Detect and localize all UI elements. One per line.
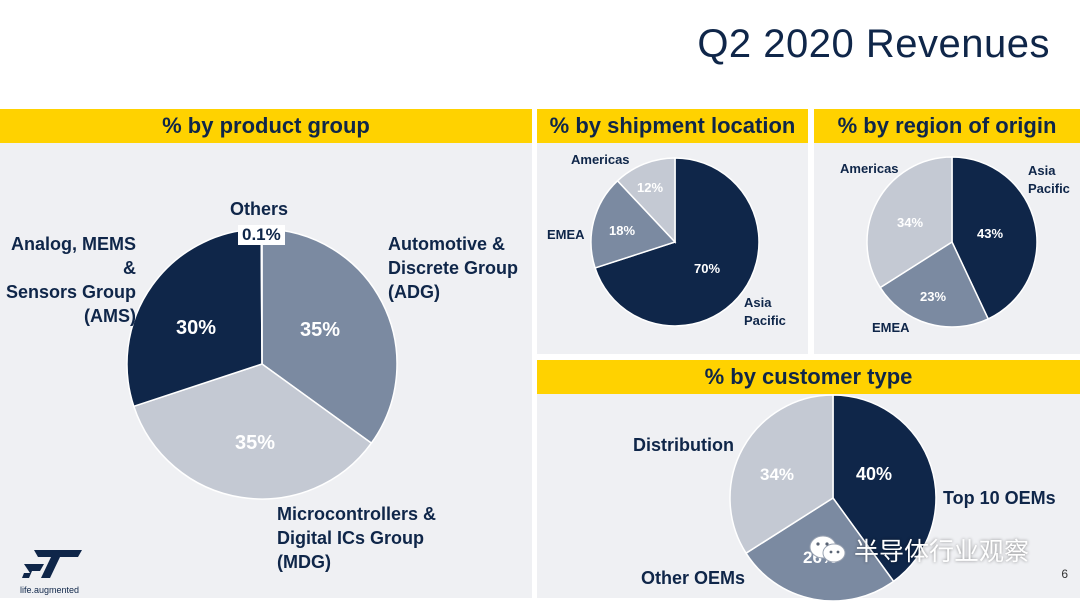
- region-of-origin-header: % by region of origin: [814, 109, 1080, 143]
- pie-slice-emea: [590, 179, 677, 269]
- shipment-location-header: % by shipment location: [537, 109, 808, 143]
- tagline: life.augmented: [20, 585, 80, 595]
- pie-slice-automotive-discrete-group-adg: [261, 228, 398, 445]
- distribution-label: Distribution: [633, 435, 734, 455]
- customer-type-pie: [729, 394, 937, 601]
- ams-value: 30%: [176, 317, 217, 339]
- page-title: Q2 2020 Revenues: [697, 22, 1050, 66]
- other-oems-label: Other OEMs: [641, 568, 746, 588]
- pie-slice-top-10-oems: [832, 394, 937, 583]
- shipment-asia-pacific-value: 70%: [694, 261, 721, 276]
- pie-slice-americas: [866, 156, 953, 289]
- origin-asia-pacific-label: Asia Pacific: [1028, 163, 1070, 196]
- pie-slice-asia-pacific: [951, 156, 1038, 320]
- wechat-icon: [809, 535, 846, 563]
- pie-slice-distribution: [729, 394, 834, 555]
- pie-slice-americas: [616, 157, 676, 244]
- adg-value: 35%: [300, 319, 341, 341]
- adg-label: Automotive & Discrete Group (ADG): [388, 234, 519, 302]
- shipment-americas-label: Americas: [571, 152, 630, 167]
- origin-emea-value: 23%: [920, 289, 947, 304]
- ams-label: Analog, MEMS & Sensors Group (AMS): [5, 234, 136, 326]
- shipment-asia-pacific-label: Asia Pacific: [744, 295, 786, 328]
- origin-emea-label: EMEA: [872, 320, 910, 335]
- customer-type-header: % by customer type: [537, 360, 1080, 394]
- product-group-header: % by product group: [0, 109, 532, 143]
- top10-oems-label: Top 10 OEMs: [943, 488, 1056, 508]
- mdg-value: 35%: [235, 432, 276, 454]
- pie-slice-emea: [879, 240, 990, 328]
- mdg-label: Microcontrollers & Digital ICs Group (MD…: [277, 504, 437, 572]
- top10-oems-value: 40%: [856, 464, 893, 484]
- pie-slice-microcontrollers-digital-ics-group-mdg: [132, 363, 373, 500]
- origin-americas-value: 34%: [897, 215, 924, 230]
- others-value: 0.1%: [238, 225, 285, 245]
- page-number: 6: [1061, 567, 1068, 581]
- distribution-value: 34%: [760, 465, 795, 484]
- shipment-emea-label: EMEA: [547, 227, 585, 242]
- shipment-location-pie: [590, 157, 760, 327]
- region-of-origin-pie: [866, 156, 1038, 328]
- st-logo: [22, 550, 82, 578]
- origin-asia-pacific-value: 43%: [977, 226, 1004, 241]
- shipment-emea-value: 18%: [609, 223, 636, 238]
- pie-slice-analog-mems-sensors-group-ams: [126, 228, 263, 408]
- watermark-text: 半导体行业观察: [854, 537, 1030, 566]
- watermark: 半导体行业观察: [808, 532, 1029, 568]
- product-group-pie: [126, 228, 398, 500]
- origin-americas-label: Americas: [840, 161, 899, 176]
- shipment-americas-value: 12%: [637, 180, 664, 195]
- pie-slice-asia-pacific: [594, 157, 760, 327]
- others-label: Others: [230, 199, 289, 219]
- pie-slice-others: [260, 228, 263, 365]
